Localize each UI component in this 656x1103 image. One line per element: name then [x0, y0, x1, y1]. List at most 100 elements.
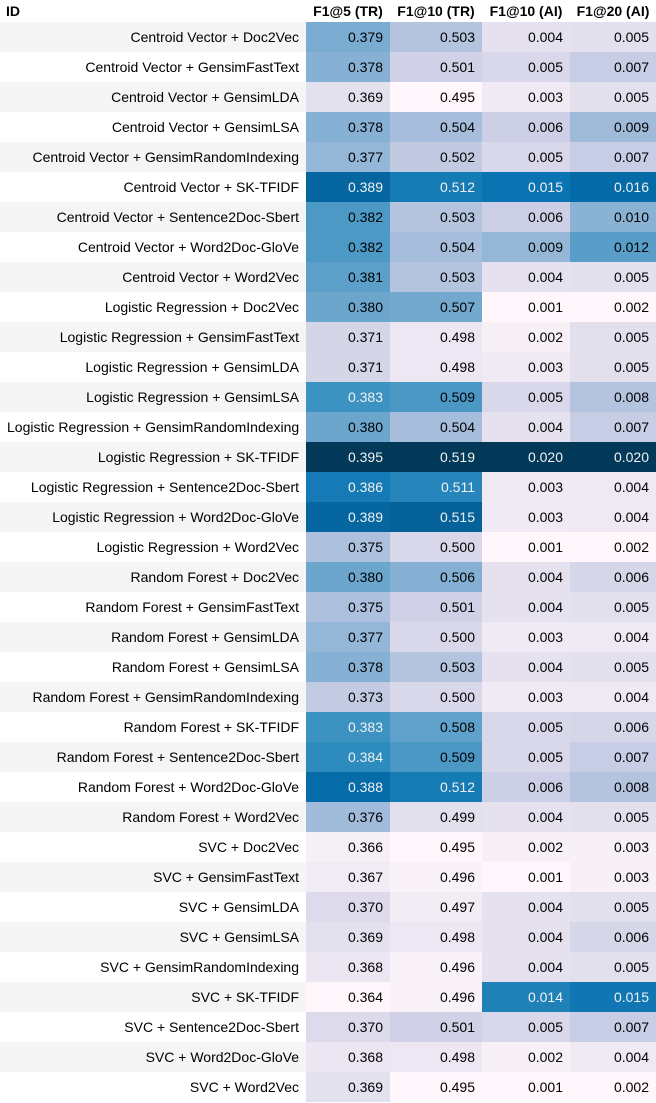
- value-cell: 0.364: [306, 982, 390, 1012]
- row-id-cell: Random Forest + GensimRandomIndexing: [0, 682, 306, 712]
- value-cell: 0.369: [306, 1072, 390, 1102]
- row-id-cell: SVC + GensimRandomIndexing: [0, 952, 306, 982]
- table-row: Random Forest + GensimLDA 0.377 0.500 0.003…: [0, 622, 656, 652]
- row-id-cell: Logistic Regression + GensimFastText: [0, 322, 306, 352]
- value-cell: 0.015: [482, 172, 570, 202]
- value-cell: 0.506: [390, 562, 482, 592]
- table-row: Random Forest + GensimFastText 0.375 0.501…: [0, 592, 656, 622]
- value-cell: 0.006: [570, 712, 656, 742]
- value-cell: 0.515: [390, 502, 482, 532]
- table-row: Logistic Regression + GensimLSA 0.383 0.50…: [0, 382, 656, 412]
- row-id-cell: Random Forest + Word2Vec: [0, 802, 306, 832]
- value-cell: 0.375: [306, 532, 390, 562]
- table-row: Random Forest + Doc2Vec 0.380 0.506 0.004 0.…: [0, 562, 656, 592]
- value-cell: 0.376: [306, 802, 390, 832]
- value-cell: 0.367: [306, 862, 390, 892]
- value-cell: 0.004: [482, 592, 570, 622]
- value-cell: 0.389: [306, 172, 390, 202]
- value-cell: 0.386: [306, 472, 390, 502]
- row-id-cell: SVC + GensimLSA: [0, 922, 306, 952]
- value-cell: 0.388: [306, 772, 390, 802]
- row-id-cell: Centroid Vector + Doc2Vec: [0, 22, 306, 52]
- value-cell: 0.002: [482, 832, 570, 862]
- value-cell: 0.003: [482, 352, 570, 382]
- value-cell: 0.497: [390, 892, 482, 922]
- column-header-id[interactable]: ID: [6, 3, 20, 19]
- row-id-cell: Random Forest + GensimLDA: [0, 622, 306, 652]
- value-cell: 0.005: [482, 52, 570, 82]
- table-row: Logistic Regression + Doc2Vec 0.380 0.507 0…: [0, 292, 656, 322]
- row-id-cell: SVC + Word2Doc-GloVe: [0, 1042, 306, 1072]
- value-cell: 0.003: [482, 82, 570, 112]
- value-cell: 0.498: [390, 352, 482, 382]
- row-id-cell: Logistic Regression + GensimRandomIndexi…: [0, 412, 306, 442]
- value-cell: 0.502: [390, 142, 482, 172]
- row-id-cell: SVC + SK-TFIDF: [0, 982, 306, 1012]
- value-cell: 0.020: [570, 442, 656, 472]
- value-cell: 0.003: [482, 502, 570, 532]
- row-id-cell: Logistic Regression + Word2Doc-GloVe: [0, 502, 306, 532]
- row-id-cell: Centroid Vector + GensimRandomIndexing: [0, 142, 306, 172]
- value-cell: 0.512: [390, 772, 482, 802]
- value-cell: 0.509: [390, 742, 482, 772]
- value-cell: 0.002: [482, 322, 570, 352]
- value-cell: 0.368: [306, 1042, 390, 1072]
- value-cell: 0.380: [306, 412, 390, 442]
- value-cell: 0.495: [390, 1072, 482, 1102]
- row-id-cell: Centroid Vector + GensimLSA: [0, 112, 306, 142]
- value-cell: 0.504: [390, 412, 482, 442]
- value-cell: 0.498: [390, 1042, 482, 1072]
- value-cell: 0.002: [570, 532, 656, 562]
- column-header-f1-5-tr[interactable]: F1@5 (TR): [313, 3, 383, 19]
- value-cell: 0.001: [482, 532, 570, 562]
- value-cell: 0.519: [390, 442, 482, 472]
- value-cell: 0.499: [390, 802, 482, 832]
- value-cell: 0.009: [482, 232, 570, 262]
- value-cell: 0.503: [390, 652, 482, 682]
- value-cell: 0.373: [306, 682, 390, 712]
- value-cell: 0.007: [570, 142, 656, 172]
- table-row: Centroid Vector + GensimLDA 0.369 0.495 0.0…: [0, 82, 656, 112]
- table-row: Centroid Vector + SK-TFIDF 0.389 0.512 0.01…: [0, 172, 656, 202]
- value-cell: 0.498: [390, 922, 482, 952]
- value-cell: 0.508: [390, 712, 482, 742]
- value-cell: 0.005: [570, 352, 656, 382]
- value-cell: 0.007: [570, 412, 656, 442]
- header-row: ID F1@5 (TR) F1@10 (TR) F1@10 (AI) F1@20…: [0, 0, 656, 22]
- table-row: Random Forest + GensimLSA 0.378 0.503 0.004…: [0, 652, 656, 682]
- value-cell: 0.377: [306, 622, 390, 652]
- row-id-cell: Logistic Regression + Sentence2Doc-Sbert: [0, 472, 306, 502]
- value-cell: 0.005: [482, 142, 570, 172]
- column-header-f1-20-ai[interactable]: F1@20 (AI): [576, 3, 650, 19]
- table-row: Logistic Regression + GensimFastText 0.37…: [0, 322, 656, 352]
- value-cell: 0.504: [390, 112, 482, 142]
- column-header-f1-10-ai[interactable]: F1@10 (AI): [489, 3, 563, 19]
- value-cell: 0.371: [306, 322, 390, 352]
- value-cell: 0.005: [482, 742, 570, 772]
- value-cell: 0.005: [570, 322, 656, 352]
- value-cell: 0.501: [390, 52, 482, 82]
- table-row: Random Forest + Sentence2Doc-Sbert 0.384 0…: [0, 742, 656, 772]
- table-row: Centroid Vector + GensimFastText 0.378 0.5…: [0, 52, 656, 82]
- table-row: SVC + Doc2Vec 0.366 0.495 0.002 0.003: [0, 832, 656, 862]
- table-row: Centroid Vector + GensimRandomIndexing 0.…: [0, 142, 656, 172]
- row-id-cell: Centroid Vector + Sentence2Doc-Sbert: [0, 202, 306, 232]
- value-cell: 0.002: [570, 1072, 656, 1102]
- row-id-cell: SVC + GensimLDA: [0, 892, 306, 922]
- table-row: Random Forest + Word2Doc-GloVe 0.388 0.512…: [0, 772, 656, 802]
- value-cell: 0.371: [306, 352, 390, 382]
- value-cell: 0.004: [482, 652, 570, 682]
- row-id-cell: Random Forest + GensimFastText: [0, 592, 306, 622]
- value-cell: 0.004: [570, 622, 656, 652]
- column-header-f1-10-tr[interactable]: F1@10 (TR): [397, 3, 475, 19]
- value-cell: 0.496: [390, 862, 482, 892]
- table-row: Centroid Vector + Word2Vec 0.381 0.503 0.00…: [0, 262, 656, 292]
- value-cell: 0.496: [390, 982, 482, 1012]
- value-cell: 0.005: [482, 1012, 570, 1042]
- value-cell: 0.020: [482, 442, 570, 472]
- value-cell: 0.007: [570, 742, 656, 772]
- row-id-cell: SVC + Doc2Vec: [0, 832, 306, 862]
- value-cell: 0.375: [306, 592, 390, 622]
- table-row: Centroid Vector + Doc2Vec 0.379 0.503 0.004…: [0, 22, 656, 52]
